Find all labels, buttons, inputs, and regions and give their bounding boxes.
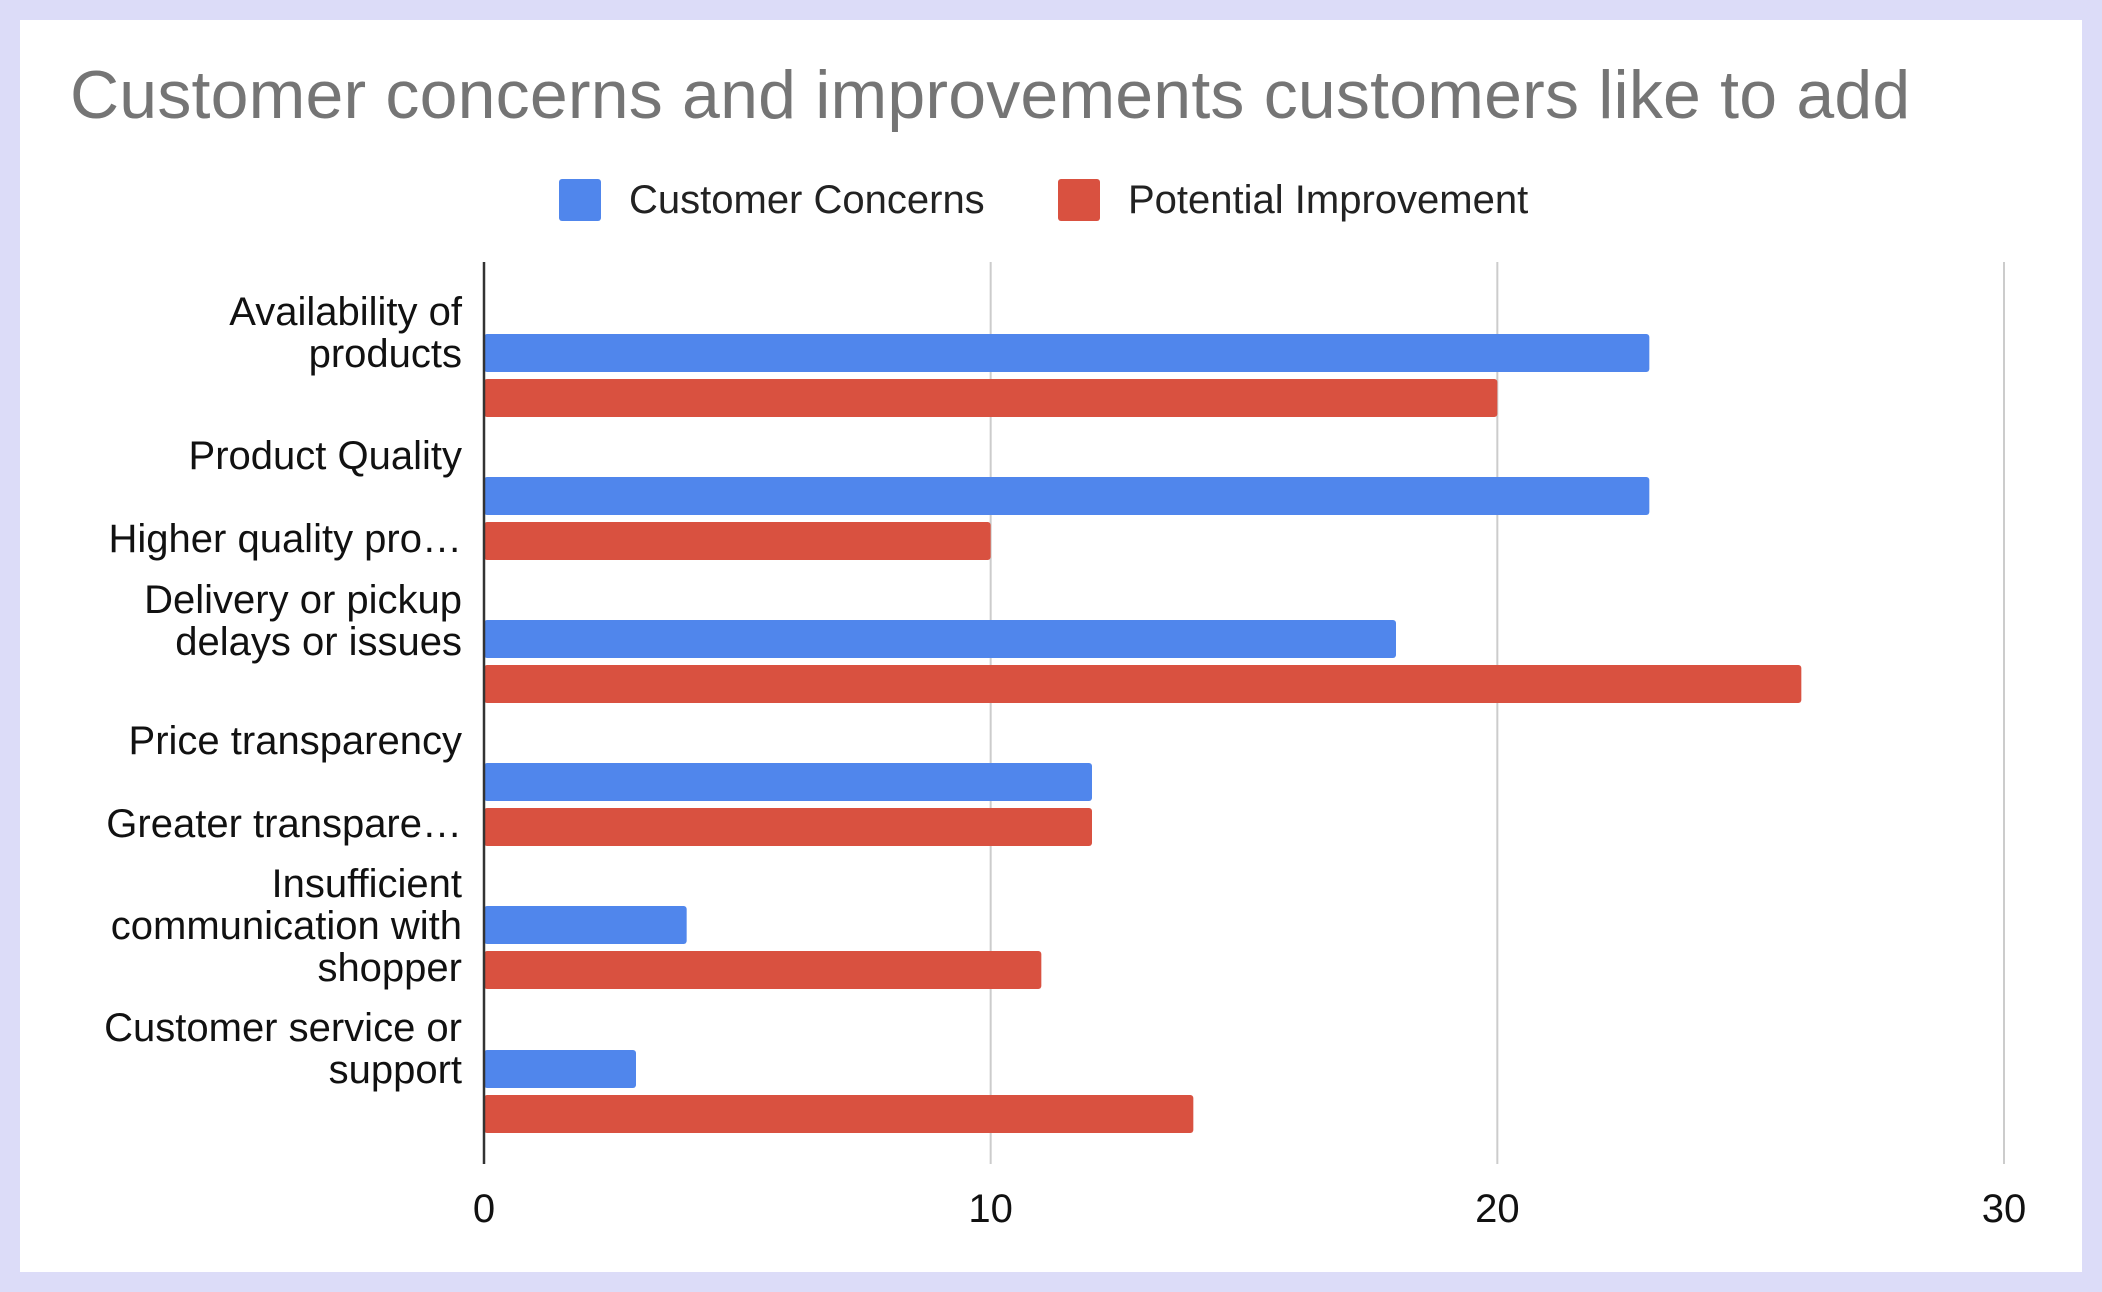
x-tick-label-20: 20 (1475, 1187, 1520, 1231)
category-label-6-line-0: Insufficient (272, 862, 463, 906)
bar-concerns-cat-1[interactable] (484, 477, 1650, 515)
bar-improvement-cat-3[interactable] (484, 665, 1802, 703)
bar-concerns-cat-7[interactable] (484, 1050, 636, 1088)
category-label-3-line-1: delays or issues (175, 620, 462, 664)
chart-title: Customer concerns and improvements custo… (70, 57, 1911, 133)
category-label-6-line-1: communication with (111, 904, 462, 948)
chart-panel: Customer concerns and improvements custo… (20, 20, 2082, 1272)
legend-item-potential-improvement[interactable]: Potential Improvement (1058, 170, 1528, 230)
bar-improvement-cat-7[interactable] (484, 1095, 1194, 1133)
legend-label-potential-improvement: Potential Improvement (1128, 177, 1529, 222)
x-tick-label-30: 30 (1982, 1187, 2027, 1231)
bar-improvement-cat-0[interactable] (484, 379, 1498, 417)
bar-improvement-cat-6[interactable] (484, 951, 1042, 989)
bar-concerns-cat-6[interactable] (484, 906, 687, 944)
category-label-7-line-0: Customer service or (104, 1006, 462, 1050)
legend-item-customer-concerns[interactable]: Customer Concerns (559, 170, 985, 230)
category-label-0-line-1: products (309, 332, 462, 376)
legend-label-customer-concerns: Customer Concerns (629, 177, 985, 222)
category-label-5-line-0: Greater transpare… (106, 802, 462, 846)
bar-concerns-cat-4[interactable] (484, 763, 1092, 801)
category-label-4-line-0: Price transparency (129, 719, 462, 763)
chart-legend: Customer Concerns Potential Improvement (20, 170, 2082, 230)
bar-concerns-cat-3[interactable] (484, 620, 1396, 658)
bar-improvement-cat-5[interactable] (484, 808, 1092, 846)
bar-improvement-cat-2[interactable] (484, 522, 991, 560)
category-label-2-line-0: Higher quality pro… (109, 517, 463, 561)
category-label-7-line-1: support (329, 1048, 462, 1092)
legend-swatch-customer-concerns (559, 179, 601, 221)
x-tick-label-0: 0 (473, 1187, 495, 1231)
category-label-1-line-0: Product Quality (189, 434, 462, 478)
category-label-0-line-0: Availability of (229, 290, 463, 334)
category-label-3-line-0: Delivery or pickup (144, 578, 462, 622)
legend-swatch-potential-improvement (1058, 179, 1100, 221)
category-label-6-line-2: shopper (317, 946, 462, 990)
bar-concerns-cat-0[interactable] (484, 334, 1650, 372)
x-tick-label-10: 10 (968, 1187, 1013, 1231)
